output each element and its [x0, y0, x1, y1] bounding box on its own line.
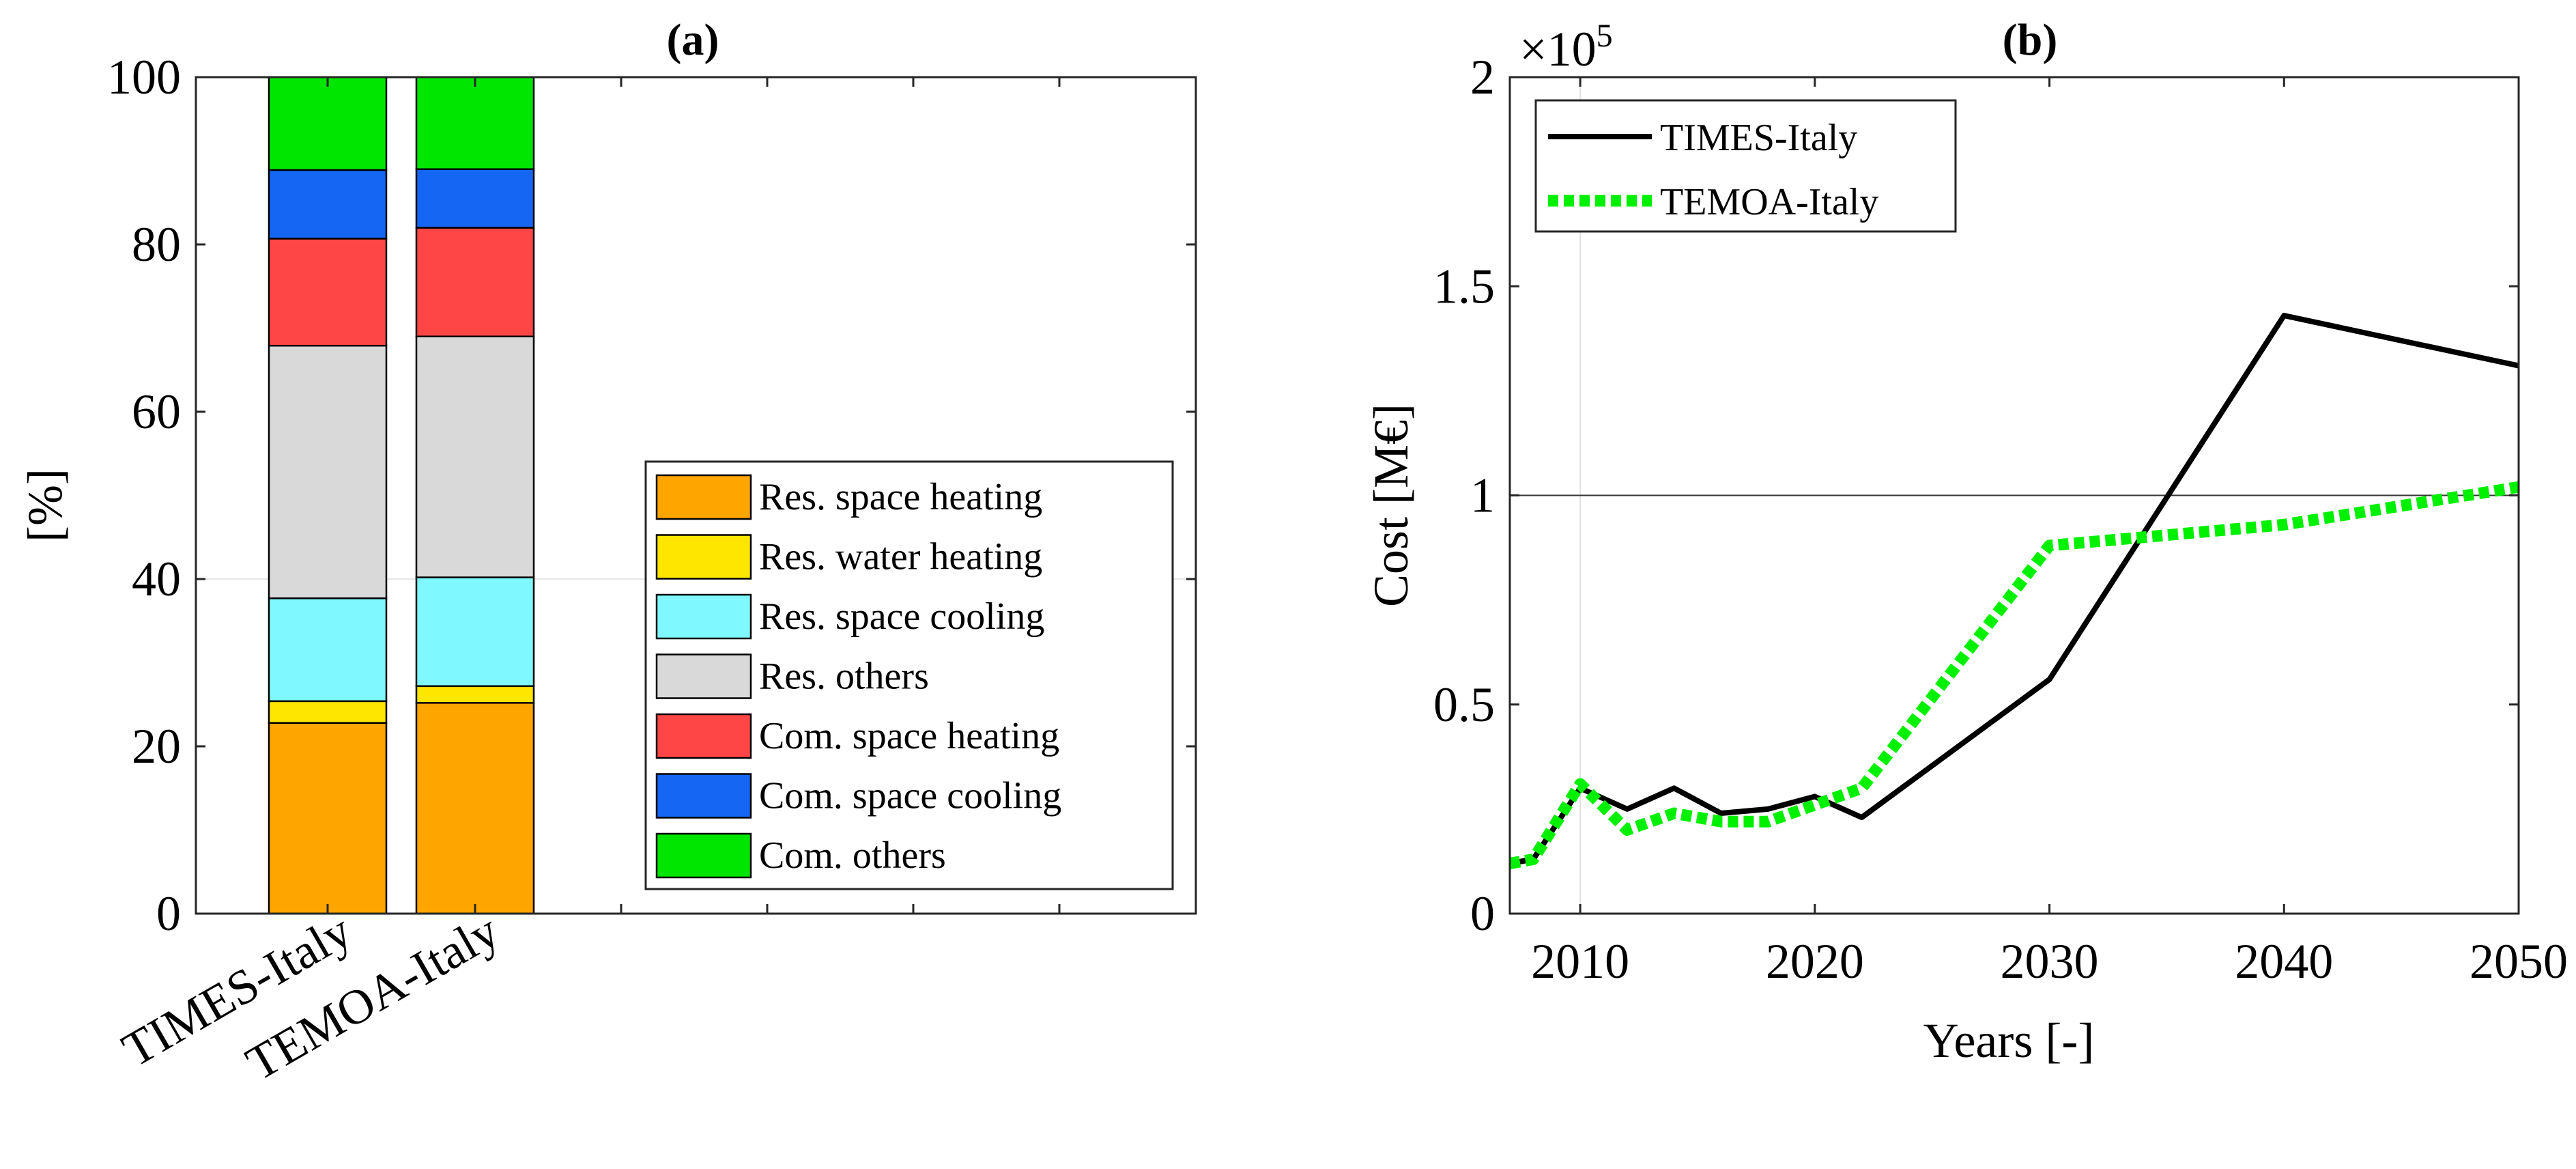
- bar-segment-temoa-italy-2: [415, 576, 535, 688]
- bar-segment-temoa-italy-4: [415, 227, 535, 337]
- x-tick-label: 2010: [1531, 934, 1629, 989]
- panel-a-bars: [268, 76, 535, 915]
- bar-segment-times-italy-1: [268, 700, 388, 724]
- y-tick-label: 0.5: [1433, 677, 1495, 732]
- y-tick-label: 80: [132, 217, 181, 272]
- x-tick-label: 2030: [2001, 934, 2099, 989]
- panel-a-title: (a): [667, 15, 719, 65]
- bar-segment-temoa-italy-3: [415, 335, 535, 578]
- legend-label: TIMES-Italy: [1660, 117, 1857, 159]
- y-tick-label: 60: [132, 384, 181, 439]
- y-tick-label: 2: [1470, 50, 1495, 104]
- legend-swatch: [655, 713, 752, 759]
- legend-swatch: [655, 534, 752, 580]
- legend-swatch: [655, 653, 752, 699]
- panel-b-series: [1508, 313, 2520, 869]
- x-tick-label: 2020: [1766, 934, 1864, 989]
- bar-segment-times-italy-0: [268, 722, 388, 915]
- bar-segment-times-italy-5: [268, 169, 388, 240]
- bar-segment-times-italy-2: [268, 597, 388, 703]
- y-tick-label: 40: [132, 552, 181, 606]
- legend-label: Res. space cooling: [759, 595, 1044, 638]
- bar-segment-times-italy-4: [268, 238, 388, 347]
- legend-label: TEMOA-Italy: [1660, 181, 1878, 223]
- y-tick-label: 0: [1470, 886, 1495, 941]
- legend-swatch: [655, 474, 752, 520]
- y-tick-label: 0: [156, 886, 181, 941]
- legend-label: Res. water heating: [759, 536, 1042, 578]
- x-tick-label: 2050: [2470, 934, 2568, 989]
- panel-b-legend: TIMES-Italy TEMOA-Italy: [1534, 99, 1957, 233]
- bar-segment-times-italy-3: [268, 344, 388, 600]
- y-tick-label: 100: [107, 50, 181, 104]
- y-tick-label: 1.5: [1433, 259, 1495, 313]
- legend-label: Res. others: [759, 656, 929, 698]
- panel-a-legend: Res. space heating Res. water heating Res.…: [644, 460, 1174, 890]
- legend-label: Com. space heating: [759, 715, 1059, 757]
- panel-b-x-axis-label: Years [-]: [1923, 1013, 2095, 1068]
- panel-b-exponent-label: ×105: [1519, 18, 1613, 76]
- panel-a-stacked-bar-chart: (a) [%] TIMES-ItalyTEMOA-Italy0204060801…: [18, 15, 1197, 1091]
- legend-swatch: [655, 832, 752, 879]
- legend-swatch: [655, 593, 752, 640]
- bar-segment-times-italy-6: [268, 76, 388, 171]
- legend-swatch: [655, 773, 752, 819]
- bar-segment-temoa-italy-5: [415, 168, 535, 229]
- legend-label: Res. space heating: [759, 476, 1042, 518]
- legend-label: Com. others: [759, 834, 946, 877]
- bar-segment-temoa-italy-6: [415, 76, 535, 170]
- panel-b-y-axis-label: Cost [M€]: [1364, 404, 1418, 607]
- panel-b-legend-box: [1534, 99, 1957, 233]
- panel-b-ticks: 0 0.5 1 1.5 2 2010 2020 2030 2040 2050: [1433, 50, 2568, 989]
- series-line-times-italy: [1509, 313, 2519, 867]
- legend-label: Com. space cooling: [759, 775, 1061, 817]
- y-tick-label: 20: [132, 719, 181, 774]
- series-line-temoa-italy: [1508, 481, 2520, 869]
- bar-segment-temoa-italy-1: [415, 685, 535, 704]
- bar-segment-temoa-italy-0: [415, 702, 535, 915]
- panel-b-exponent-base: ×10: [1519, 22, 1597, 76]
- panel-b-exponent-power: 5: [1597, 18, 1613, 54]
- y-tick-label: 1: [1470, 468, 1495, 523]
- panel-b-title: (b): [2003, 15, 2058, 65]
- panel-a-y-axis-label: [%]: [18, 468, 72, 542]
- panel-b-line-chart: (b) ×105 Cost [M€] Years [-] 0 0.5 1 1.5 2 20…: [1364, 15, 2568, 1068]
- x-tick-label: 2040: [2235, 934, 2333, 989]
- panel-a-axes-box: [195, 76, 1197, 915]
